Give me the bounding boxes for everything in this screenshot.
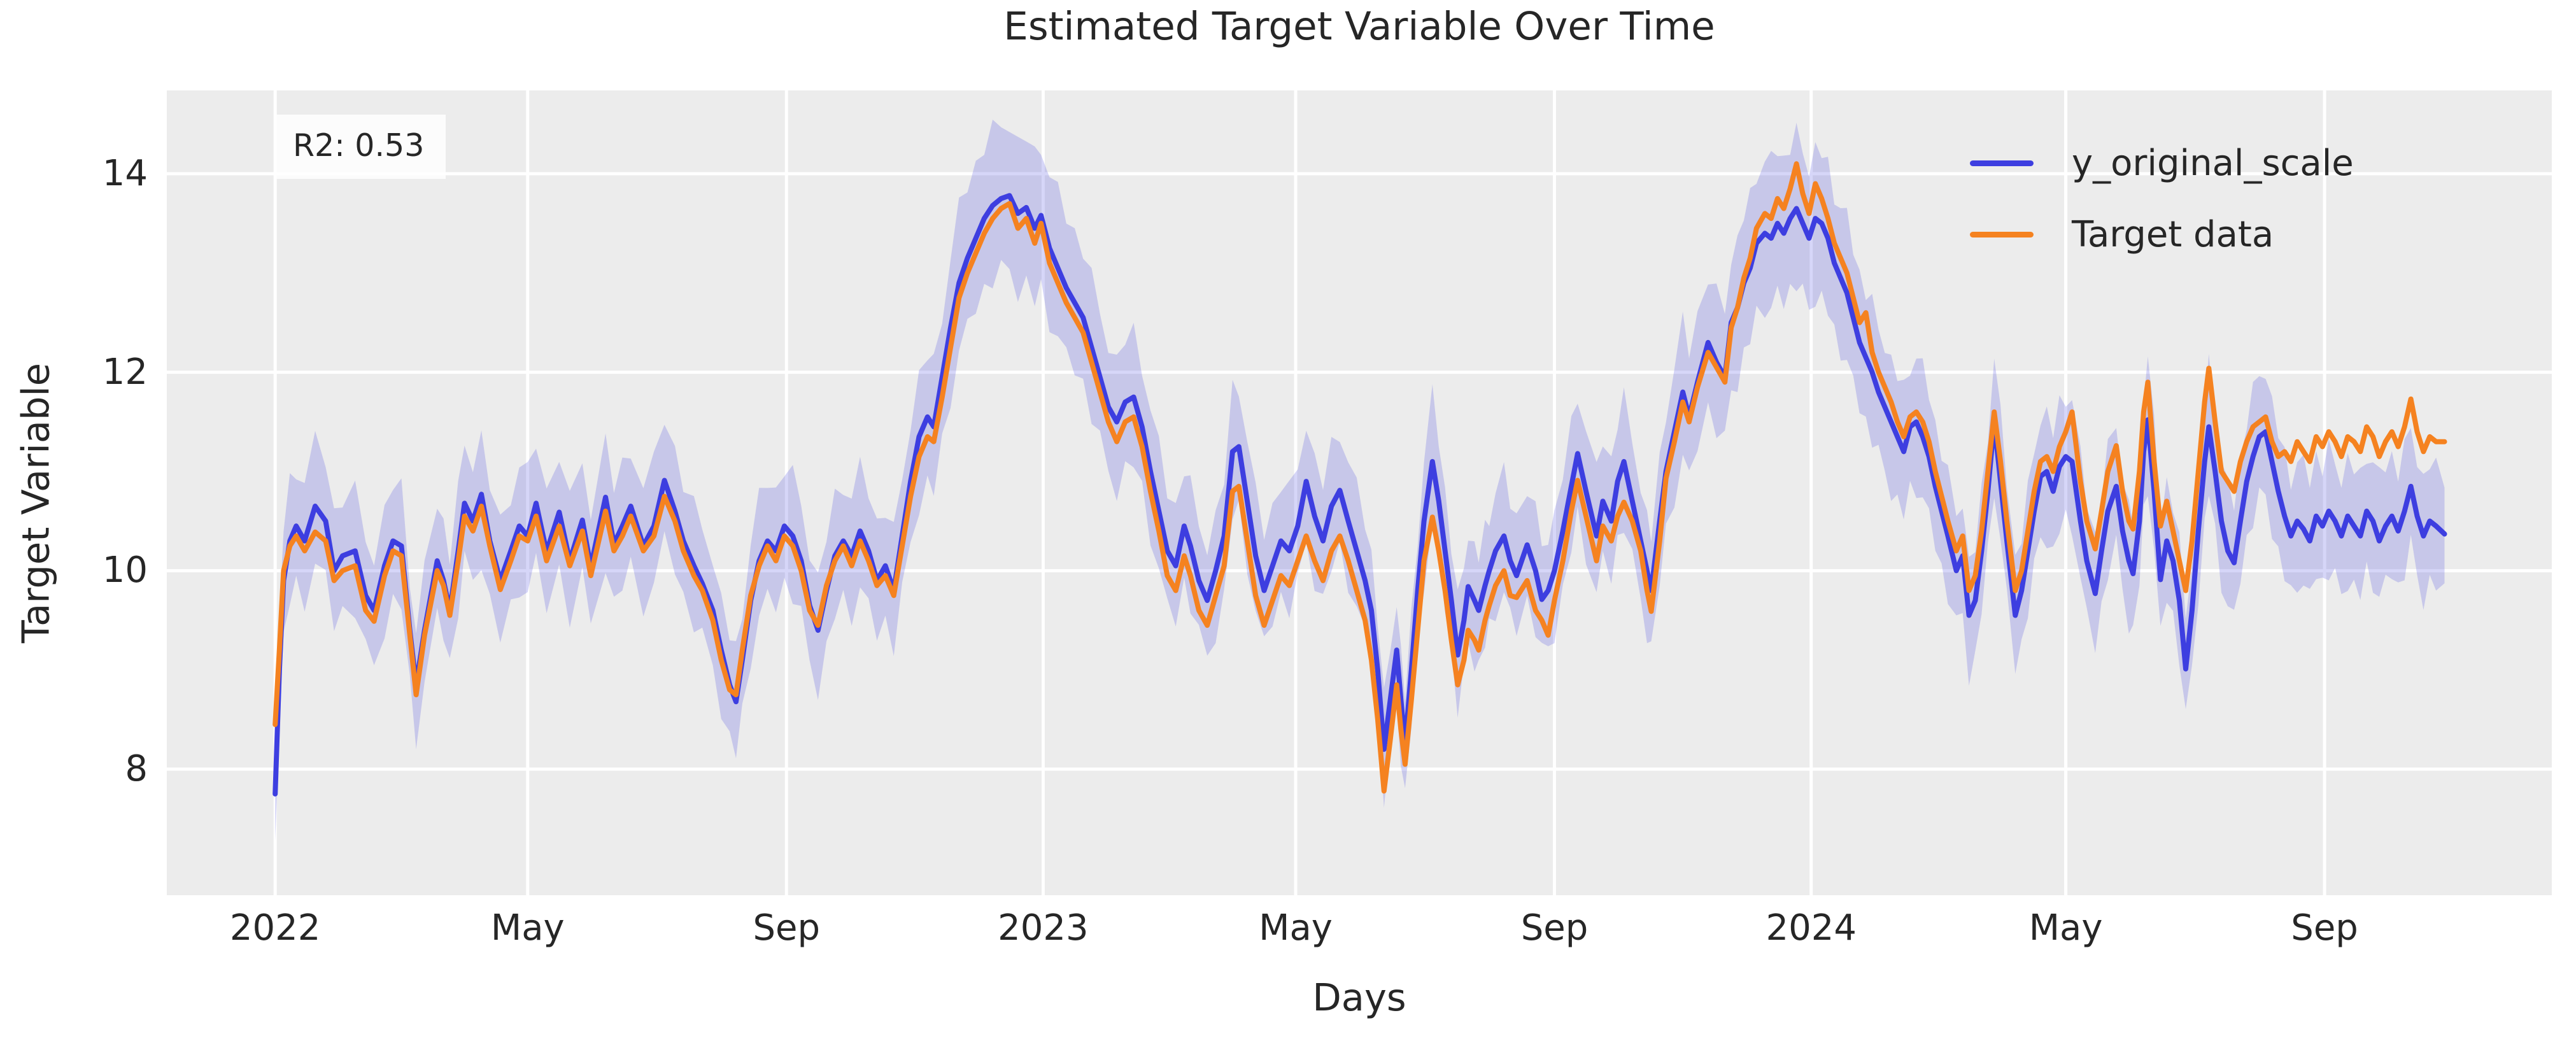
- x-tick-label: Sep: [1520, 907, 1589, 949]
- legend-item-target-data: Target data: [1948, 199, 2354, 270]
- legend-label: Target data: [2072, 213, 2274, 255]
- legend-item-y-original-scale: y_original_scale: [1948, 127, 2354, 199]
- y-tick-label: 10: [102, 549, 148, 591]
- r2-annotation: R2: 0.53: [274, 115, 446, 179]
- x-tick-label: Sep: [753, 907, 821, 949]
- legend: y_original_scale Target data: [1948, 127, 2354, 270]
- y-tick-label: 12: [102, 351, 148, 393]
- x-axis-label: Days: [1312, 975, 1406, 1019]
- y-axis-label: Target Variable: [13, 362, 58, 644]
- x-tick-label: 2023: [998, 907, 1089, 949]
- chart-title: Estimated Target Variable Over Time: [1003, 4, 1715, 49]
- x-tick-label: May: [1259, 907, 1333, 949]
- y-tick-label: 14: [102, 152, 148, 194]
- x-tick-label: May: [490, 907, 565, 949]
- legend-swatch-blue-line-icon: [1970, 160, 2034, 166]
- legend-swatch-orange-line-icon: [1970, 231, 2034, 237]
- confidence-band: [275, 119, 2445, 841]
- y-tick-label: 8: [125, 748, 148, 790]
- legend-label: y_original_scale: [2072, 142, 2354, 184]
- line-target-data: [272, 161, 2447, 794]
- x-tick-label: Sep: [2291, 907, 2358, 949]
- x-tick-label: 2022: [229, 907, 321, 949]
- x-tick-label: 2024: [1766, 907, 1857, 949]
- x-tick-label: May: [2028, 907, 2103, 949]
